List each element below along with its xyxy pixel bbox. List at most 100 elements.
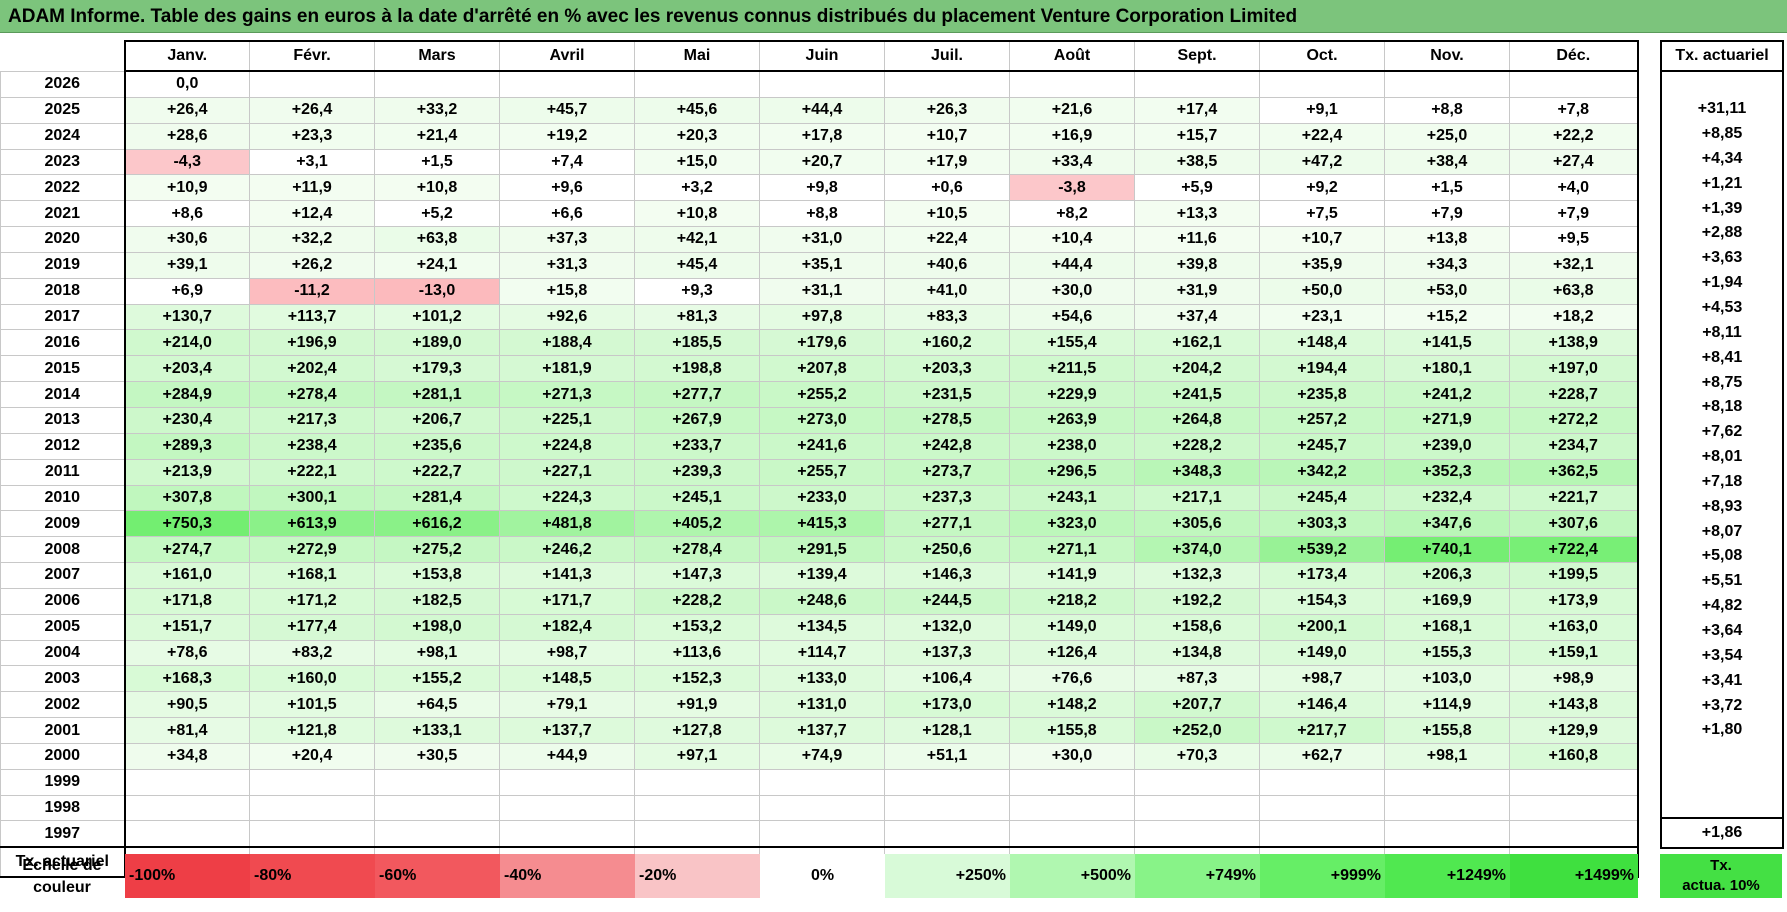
table-row: 2007 +161,0 +168,1 +153,8 +141,3 +147,3 +139,4… bbox=[0, 562, 1639, 589]
gain-cell: +230,4 bbox=[124, 406, 250, 434]
gain-cell: +44,4 bbox=[1009, 251, 1135, 279]
gain-cell bbox=[1509, 794, 1639, 822]
actuarial-rate-cell: +5,51 bbox=[1660, 568, 1784, 594]
gain-cell: +137,7 bbox=[759, 717, 885, 744]
actuarial-10pct-line1: Tx. bbox=[1710, 857, 1732, 874]
gain-cell: +149,0 bbox=[1009, 613, 1135, 641]
table-row: 2014 +284,9 +278,4 +281,1 +271,3 +277,7 +255,2… bbox=[0, 381, 1639, 408]
gain-cell: +263,9 bbox=[1009, 406, 1135, 434]
year-label: 2018 bbox=[0, 277, 126, 305]
gain-cell: +38,4 bbox=[1384, 148, 1510, 176]
gain-cell: +47,2 bbox=[1259, 148, 1385, 176]
actuarial-rate-cell: +4,34 bbox=[1660, 146, 1784, 172]
gain-cell: +21,4 bbox=[374, 122, 500, 150]
gain-cell: +40,6 bbox=[884, 251, 1010, 279]
gain-cell: +300,1 bbox=[249, 484, 375, 512]
gain-cell: +137,7 bbox=[499, 717, 635, 744]
gain-cell bbox=[1509, 70, 1639, 98]
gain-cell: +17,9 bbox=[884, 148, 1010, 176]
gain-cell: +23,1 bbox=[1259, 303, 1385, 331]
gain-cell: +234,7 bbox=[1509, 432, 1639, 460]
gain-cell bbox=[124, 768, 250, 796]
actuarial-rate-cell: +8,85 bbox=[1660, 121, 1784, 147]
actuarial-rate-cell: +7,18 bbox=[1660, 469, 1784, 495]
gain-cell: +171,8 bbox=[124, 587, 250, 615]
gain-cell: +39,1 bbox=[124, 251, 250, 279]
gain-cell bbox=[499, 768, 635, 796]
gain-cell: +19,2 bbox=[499, 122, 635, 150]
gain-cell: +20,4 bbox=[249, 742, 375, 770]
year-label: 2016 bbox=[0, 329, 126, 357]
gain-cell: +271,3 bbox=[499, 381, 635, 408]
gain-cell: +1,5 bbox=[1384, 174, 1510, 202]
month-header: Juin bbox=[759, 40, 885, 72]
actuarial-rate-cell: +8,41 bbox=[1660, 345, 1784, 371]
gain-cell: +8,2 bbox=[1009, 200, 1135, 228]
footer-label: Tx. actuariel bbox=[0, 846, 126, 879]
gain-cell: +224,3 bbox=[499, 484, 635, 512]
gain-cell: +10,4 bbox=[1009, 226, 1135, 253]
gain-cell: +62,7 bbox=[1259, 742, 1385, 770]
gain-cell: +7,5 bbox=[1259, 200, 1385, 228]
gain-cell: +101,2 bbox=[374, 303, 500, 331]
gain-cell: +26,4 bbox=[124, 96, 250, 124]
color-scale-swatch: +250% bbox=[885, 854, 1010, 898]
gain-cell: +200,1 bbox=[1259, 613, 1385, 641]
gain-cell: +214,0 bbox=[124, 329, 250, 357]
gain-cell: +539,2 bbox=[1259, 536, 1385, 564]
year-label: 2021 bbox=[0, 200, 126, 228]
page-title: ADAM Informe. Table des gains en euros à… bbox=[0, 0, 1787, 33]
gain-cell: +155,2 bbox=[374, 665, 500, 693]
gain-cell: +154,3 bbox=[1259, 587, 1385, 615]
gain-cell: +83,2 bbox=[249, 639, 375, 667]
gain-cell: +149,0 bbox=[1259, 639, 1385, 667]
actuarial-rate-cell: +2,88 bbox=[1660, 221, 1784, 246]
gain-cell: +198,0 bbox=[374, 613, 500, 641]
actuarial-rate-cell: +3,63 bbox=[1660, 245, 1784, 271]
year-label: 2009 bbox=[0, 510, 126, 538]
gain-cell: +35,1 bbox=[759, 251, 885, 279]
gain-cell bbox=[1384, 70, 1510, 98]
gain-cell: +233,7 bbox=[634, 432, 760, 460]
gain-cell: +275,2 bbox=[374, 536, 500, 564]
gain-cell: +161,0 bbox=[124, 562, 250, 589]
actuarial-rate-cell: +4,53 bbox=[1660, 295, 1784, 321]
gain-cell: +237,3 bbox=[884, 484, 1010, 512]
gain-cell: +173,0 bbox=[884, 691, 1010, 719]
gain-cell bbox=[1259, 794, 1385, 822]
color-scale-swatch: -100% bbox=[125, 854, 250, 898]
gain-cell: +130,7 bbox=[124, 303, 250, 331]
gain-cell: +141,9 bbox=[1009, 562, 1135, 589]
gain-cell: +33,4 bbox=[1009, 148, 1135, 176]
gain-cell: +22,4 bbox=[1259, 122, 1385, 150]
gain-cell: +37,4 bbox=[1134, 303, 1260, 331]
year-label: 2002 bbox=[0, 691, 126, 719]
gain-cell: +271,9 bbox=[1384, 406, 1510, 434]
gain-cell: +27,4 bbox=[1509, 148, 1639, 176]
gain-cell: +242,8 bbox=[884, 432, 1010, 460]
month-header: Août bbox=[1009, 40, 1135, 72]
gain-cell: +132,3 bbox=[1134, 562, 1260, 589]
gain-cell: +54,6 bbox=[1009, 303, 1135, 331]
actuarial-rate-cell: +8,75 bbox=[1660, 370, 1784, 395]
gain-cell: +45,4 bbox=[634, 251, 760, 279]
table-row: 1997 bbox=[0, 820, 1639, 848]
gain-cell: +238,0 bbox=[1009, 432, 1135, 460]
month-header: Sept. bbox=[1134, 40, 1260, 72]
month-header: Mai bbox=[634, 40, 760, 72]
side-header: Tx. actuariel bbox=[1660, 40, 1784, 72]
gain-cell: +11,6 bbox=[1134, 226, 1260, 253]
gain-cell: +217,7 bbox=[1259, 717, 1385, 744]
year-label: 2011 bbox=[0, 458, 126, 486]
header-corner bbox=[1, 41, 125, 71]
gain-cell: +39,8 bbox=[1134, 251, 1260, 279]
gain-cell: +246,2 bbox=[499, 536, 635, 564]
gain-cell: +148,4 bbox=[1259, 329, 1385, 357]
table-row: 2001 +81,4 +121,8 +133,1 +137,7 +127,8 +137,7 +… bbox=[0, 717, 1639, 744]
actuarial-rate-cell: +7,62 bbox=[1660, 419, 1784, 445]
gain-cell: +405,2 bbox=[634, 510, 760, 538]
table-row: 2021 +8,6 +12,4 +5,2 +6,6 +10,8 +8,8 +10,5 +8,2 +… bbox=[0, 200, 1639, 228]
year-label: 2003 bbox=[0, 665, 126, 693]
table-row: 1998 bbox=[0, 794, 1639, 822]
gain-cell: +15,2 bbox=[1384, 303, 1510, 331]
